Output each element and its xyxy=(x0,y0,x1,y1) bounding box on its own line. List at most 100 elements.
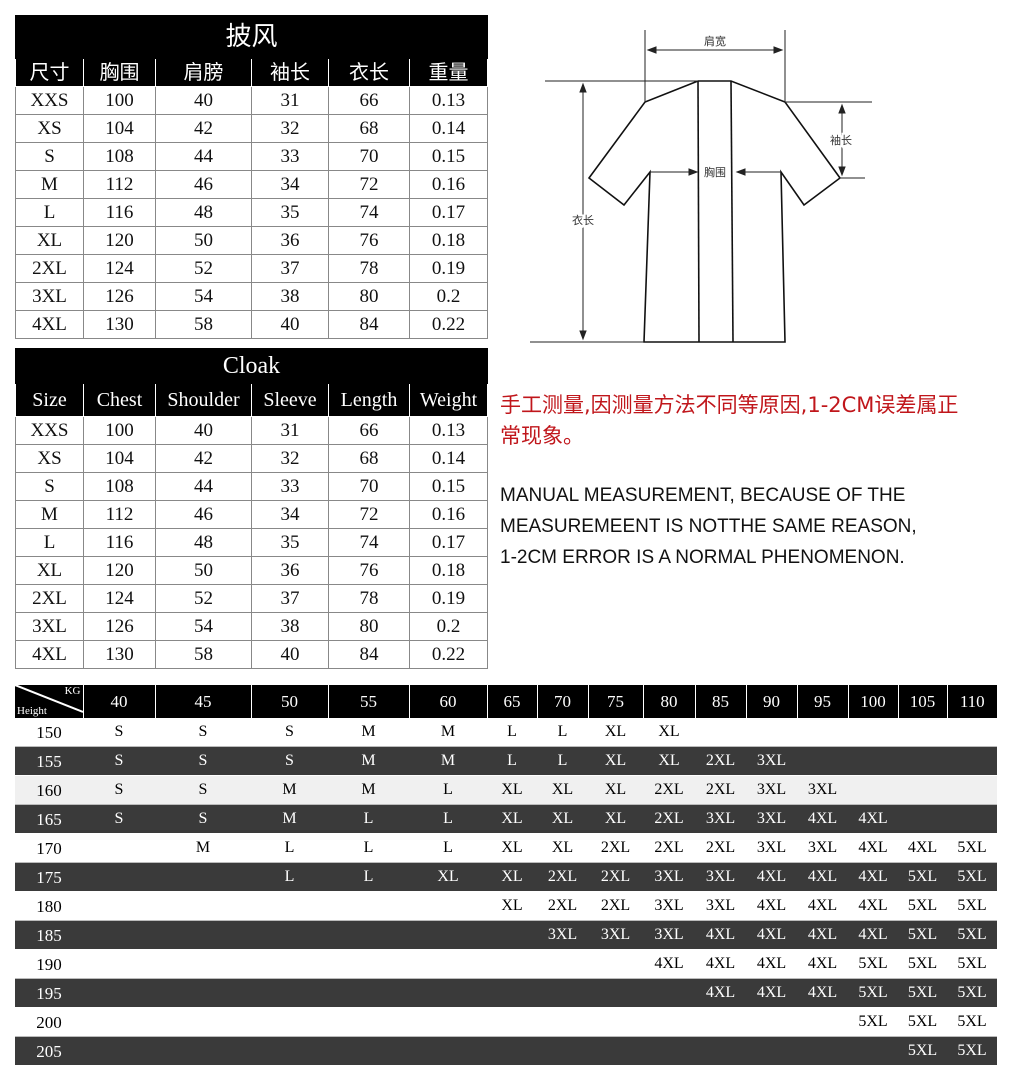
size-cell xyxy=(487,920,537,950)
height-cell: 155 xyxy=(15,746,83,776)
size-cell xyxy=(947,775,997,805)
size-cell: 4XL xyxy=(797,978,848,1008)
size-cell xyxy=(746,1036,797,1066)
size-cell xyxy=(328,949,409,979)
size-cell: M xyxy=(328,746,409,776)
height-axis-label: Height xyxy=(17,705,47,717)
table-cell: 0.13 xyxy=(408,416,489,445)
table-cell: 78 xyxy=(328,584,410,613)
table-cell: S xyxy=(15,472,84,501)
size-cell: 5XL xyxy=(947,862,997,892)
table-cell: 0.2 xyxy=(408,612,489,641)
table-cell: 72 xyxy=(328,500,410,529)
size-cell: L xyxy=(409,775,487,805)
size-cell: 5XL xyxy=(898,862,947,892)
size-cell: 4XL xyxy=(695,949,746,979)
note-line: MANUAL MEASUREMENT, BECAUSE OF THE xyxy=(500,485,906,506)
table-cell: XS xyxy=(15,444,84,473)
size-cell: L xyxy=(251,862,328,892)
size-cell: 4XL xyxy=(746,949,797,979)
size-cell xyxy=(537,1036,588,1066)
table-cell: 108 xyxy=(83,472,156,501)
size-cell: 3XL xyxy=(797,833,848,863)
table-row: L 116 48 35 74 0.17 xyxy=(15,198,489,227)
weight-header: 45 xyxy=(154,685,251,718)
height-cell: 205 xyxy=(15,1036,83,1066)
weight-header: 60 xyxy=(408,685,487,718)
size-cell xyxy=(537,949,588,979)
size-cell xyxy=(588,1036,643,1066)
table-cell: 0.15 xyxy=(408,142,489,171)
table-row: M 112 46 34 72 0.16 xyxy=(15,170,489,199)
size-cell: 4XL xyxy=(695,978,746,1008)
table-cell: 46 xyxy=(155,500,252,529)
height-cell: 195 xyxy=(15,978,83,1008)
table-cell: 44 xyxy=(155,142,252,171)
garment-measurement-diagram: 肩宽 袖长 胸围 衣长 xyxy=(530,30,872,343)
size-cell: S xyxy=(83,718,155,747)
size-cell xyxy=(251,978,328,1008)
table-cell: XL xyxy=(15,226,84,255)
table-cell: L xyxy=(15,528,84,557)
weight-header: 80 xyxy=(642,685,695,718)
column-header: Weight xyxy=(408,383,489,417)
table-cell: 0.2 xyxy=(408,282,489,311)
size-cell: 2XL xyxy=(643,775,695,805)
table-row: 4XL 130 58 40 84 0.22 xyxy=(15,310,489,339)
garment-length-label: 衣长 xyxy=(572,213,594,227)
table-row: XXS 100 40 31 66 0.13 xyxy=(15,86,489,115)
table-cell: 112 xyxy=(83,170,156,199)
size-cell xyxy=(328,891,409,921)
size-cell: S xyxy=(155,775,251,805)
size-cell: L xyxy=(328,804,409,834)
size-cell: S xyxy=(83,746,155,776)
size-cell xyxy=(83,1007,155,1037)
table-row: 2XL 124 52 37 78 0.19 xyxy=(15,584,489,613)
size-cell xyxy=(588,949,643,979)
size-cell xyxy=(588,978,643,1008)
table-cell: 0.17 xyxy=(408,198,489,227)
table-row: M 112 46 34 72 0.16 xyxy=(15,500,489,529)
size-cell: XL xyxy=(537,775,588,805)
size-cell xyxy=(83,949,155,979)
size-cell: L xyxy=(409,804,487,834)
size-cell xyxy=(898,746,947,776)
table-header-row: KG Height 40 45 50 55 60 65 70 75 80 85 90 95 100 105 11… xyxy=(15,685,997,718)
size-cell: L xyxy=(251,833,328,863)
height-cell: 200 xyxy=(15,1007,83,1037)
size-cell: XL xyxy=(588,746,643,776)
size-cell xyxy=(409,1036,487,1066)
size-cell xyxy=(155,978,251,1008)
size-cell: XL xyxy=(487,862,537,892)
size-cell: 5XL xyxy=(947,833,997,863)
size-cell: XL xyxy=(643,718,695,747)
table-cell: 126 xyxy=(83,282,156,311)
size-cell xyxy=(588,1007,643,1037)
table-cell: 104 xyxy=(83,114,156,143)
column-header: 袖长 xyxy=(251,58,329,87)
size-cell: 4XL xyxy=(898,833,947,863)
table-cell: 116 xyxy=(83,198,156,227)
size-cell xyxy=(83,920,155,950)
size-cell: 4XL xyxy=(797,862,848,892)
weight-header: 110 xyxy=(946,685,997,718)
table-cell: 0.17 xyxy=(408,528,489,557)
size-cell: 2XL xyxy=(695,833,746,863)
size-cell xyxy=(898,804,947,834)
size-cell: L xyxy=(537,746,588,776)
table-cell: 31 xyxy=(251,86,329,115)
height-cell: 175 xyxy=(15,862,83,892)
size-cell xyxy=(746,1007,797,1037)
table-cell: 116 xyxy=(83,528,156,557)
weight-header: 50 xyxy=(250,685,328,718)
table-cell: 35 xyxy=(251,528,329,557)
table-row: 3XL 126 54 38 80 0.2 xyxy=(15,282,489,311)
table-cell: 3XL xyxy=(15,612,84,641)
table-cell: 2XL xyxy=(15,584,84,613)
size-cell: M xyxy=(251,804,328,834)
size-cell: 5XL xyxy=(947,1036,997,1066)
table-cell: 72 xyxy=(328,170,410,199)
table-cell: 44 xyxy=(155,472,252,501)
table-cell: 34 xyxy=(251,500,329,529)
size-cell xyxy=(409,891,487,921)
